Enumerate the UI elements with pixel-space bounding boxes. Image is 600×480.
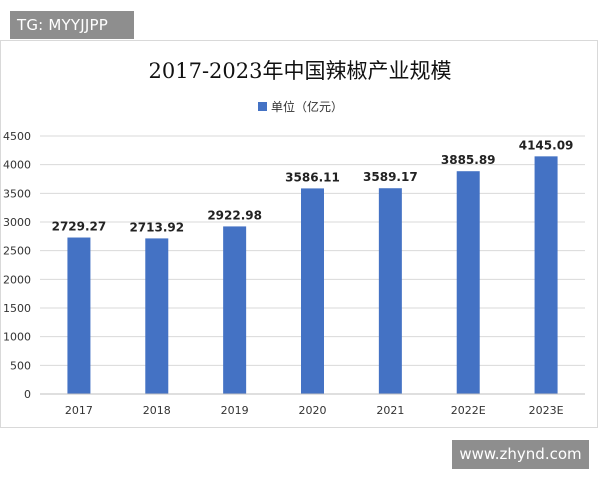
data-label: 3586.11 — [285, 170, 340, 184]
x-tick-label: 2020 — [299, 404, 327, 417]
y-tick-label: 2500 — [3, 245, 31, 258]
y-tick-label: 4500 — [3, 130, 31, 143]
bar — [223, 226, 247, 394]
bar — [145, 238, 169, 394]
chart-legend: 单位（亿元） — [258, 98, 343, 114]
legend-label: 单位（亿元） — [271, 99, 344, 114]
chart-frame — [0, 40, 598, 428]
y-tick-label: 1000 — [3, 331, 31, 344]
x-tick-label: 2017 — [65, 404, 93, 417]
y-tick-label: 3000 — [3, 216, 31, 229]
data-label: 2729.27 — [52, 220, 107, 234]
chart-title: 2017-2023年中国辣椒产业规模 — [148, 59, 452, 83]
legend-swatch — [258, 101, 267, 111]
x-tick-label: 2019 — [221, 404, 249, 417]
bar — [378, 188, 402, 394]
data-label: 2713.92 — [129, 220, 184, 234]
x-tick-label: 2022E — [451, 404, 486, 417]
data-label: 2922.98 — [207, 208, 262, 222]
bar — [301, 188, 324, 394]
watermark-bottom-right: www.zhynd.com — [452, 440, 589, 469]
x-tick-label: 2018 — [143, 404, 171, 417]
y-tick-label: 500 — [10, 359, 31, 372]
data-label: 3885.89 — [441, 153, 496, 167]
y-tick-label: 3500 — [3, 187, 31, 200]
y-tick-label: 2000 — [3, 273, 31, 286]
watermark-top-left: TG: MYYJJPP — [10, 11, 134, 39]
data-label: 3589.17 — [363, 170, 418, 184]
y-tick-label: 0 — [24, 388, 31, 401]
bar — [456, 171, 480, 394]
y-tick-label: 4000 — [3, 159, 31, 172]
data-label: 4145.09 — [519, 138, 574, 152]
y-tick-label: 1500 — [3, 302, 31, 315]
x-tick-label: 2021 — [376, 404, 404, 417]
bar — [67, 237, 91, 394]
bar — [534, 156, 558, 394]
x-tick-label: 2023E — [529, 404, 564, 417]
